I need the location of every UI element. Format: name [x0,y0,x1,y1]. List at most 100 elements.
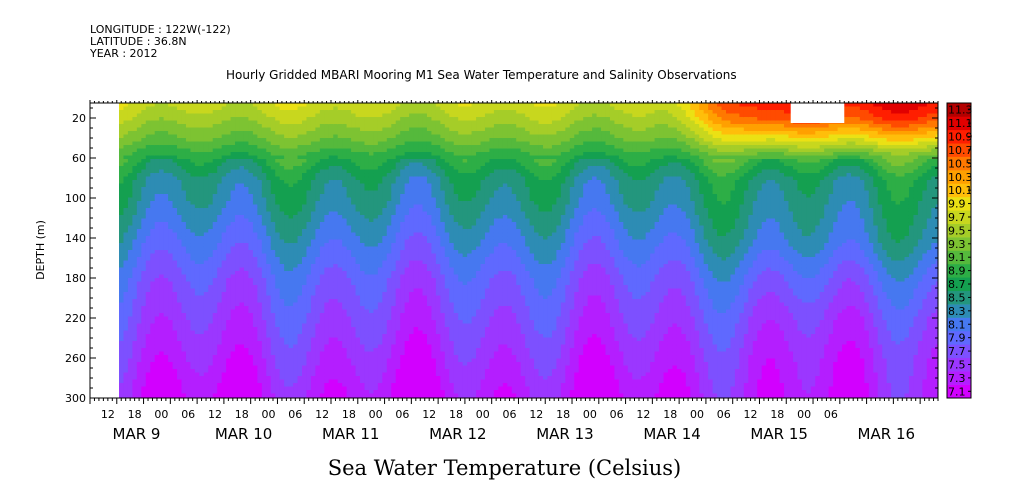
heatmap-cell [217,359,222,363]
heatmap-cell [231,215,236,219]
heatmap-cell [132,205,137,209]
heatmap-cell [181,257,186,261]
heatmap-cell [293,352,298,356]
heatmap-cell [262,327,267,331]
heatmap-cell [231,331,236,335]
heatmap-cell [373,345,378,349]
heatmap-cell [257,390,262,394]
heatmap-cell [235,212,240,216]
heatmap-cell [342,254,347,258]
heatmap-cell [123,299,128,303]
heatmap-cell [378,173,383,177]
heatmap-cell [190,268,195,272]
heatmap-cell [213,135,218,139]
heatmap-cell [119,107,124,111]
heatmap-cell [217,313,222,317]
heatmap-cell [226,110,231,114]
heatmap-cell [257,131,262,135]
heatmap-cell [123,383,128,387]
heatmap-cell [244,114,249,118]
heatmap-cell [347,107,352,111]
heatmap-cell [364,303,369,307]
heatmap-cell [360,131,365,135]
heatmap-cell [253,352,258,356]
heatmap-cell [195,373,200,377]
heatmap-cell [195,257,200,261]
heatmap-cell [356,110,361,114]
heatmap-cell [364,240,369,244]
heatmap-cell [315,313,320,317]
heatmap-cell [119,348,124,352]
heatmap-cell [208,229,213,233]
heatmap-cell [146,138,151,142]
heatmap-cell [222,142,227,146]
heatmap-cell [373,187,378,191]
heatmap-cell [311,103,316,107]
heatmap-cell [155,135,160,139]
heatmap-cell [342,131,347,135]
heatmap-cell [356,261,361,265]
heatmap-cell [190,327,195,331]
heatmap-cell [342,292,347,296]
heatmap-cell [132,107,137,111]
heatmap-cell [208,292,213,296]
heatmap-cell [324,222,329,226]
heatmap-cell [235,159,240,163]
heatmap-cell [293,261,298,265]
heatmap-cell [119,306,124,310]
heatmap-cell [289,180,294,184]
heatmap-cell [146,187,151,191]
heatmap-cell [181,215,186,219]
heatmap-cell [150,373,155,377]
heatmap-cell [150,394,155,398]
heatmap-cell [320,222,325,226]
heatmap-cell [132,142,137,146]
heatmap-cell [137,303,142,307]
heatmap-cell [320,264,325,268]
heatmap-cell [253,296,258,300]
heatmap-cell [266,345,271,349]
heatmap-cell [302,306,307,310]
heatmap-cell [173,369,178,373]
heatmap-cell [240,247,245,251]
heatmap-cell [298,226,303,230]
heatmap-cell [141,142,146,146]
heatmap-cell [320,103,325,107]
heatmap-cell [257,177,262,181]
heatmap-cell [123,128,128,132]
heatmap-cell [226,352,231,356]
heatmap-cell [244,352,249,356]
heatmap-cell [311,142,316,146]
heatmap-cell [289,215,294,219]
heatmap-cell [231,135,236,139]
heatmap-cell [128,254,133,258]
heatmap-cell [280,285,285,289]
heatmap-cell [186,131,191,135]
heatmap-cell [155,303,160,307]
heatmap-cell [164,296,169,300]
heatmap-cell [253,229,258,233]
heatmap-cell [364,264,369,268]
heatmap-cell [333,247,338,251]
heatmap-cell [231,383,236,387]
heatmap-cell [351,331,356,335]
heatmap-cell [226,254,231,258]
heatmap-cell [329,292,334,296]
heatmap-cell [226,170,231,174]
heatmap-cell [373,278,378,282]
heatmap-cell [333,317,338,321]
heatmap-cell [181,313,186,317]
heatmap-cell [208,317,213,321]
heatmap-cell [164,289,169,293]
heatmap-cell [217,268,222,272]
heatmap-cell [132,362,137,366]
heatmap-cell [271,243,276,247]
heatmap-cell [253,184,258,188]
heatmap-cell [173,317,178,321]
heatmap-cell [222,121,227,125]
heatmap-cell [128,320,133,324]
heatmap-cell [351,201,356,205]
heatmap-cell [257,233,262,237]
heatmap-cell [195,285,200,289]
heatmap-cell [351,170,356,174]
